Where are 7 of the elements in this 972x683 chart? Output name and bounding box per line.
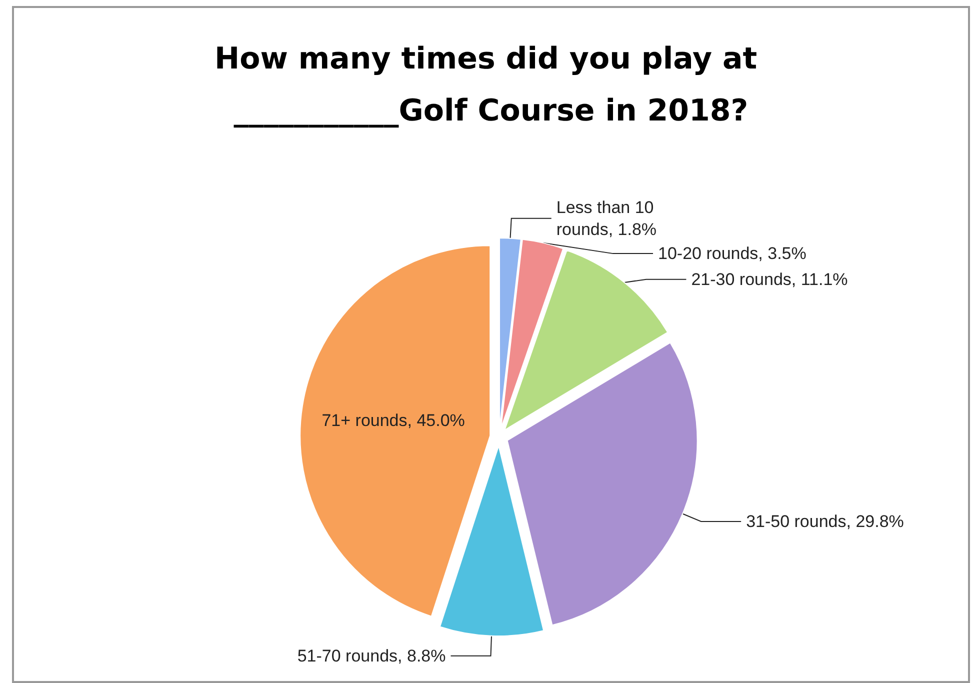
slice-label: 51-70 rounds, 8.8%	[297, 646, 446, 666]
slice-label: 21-30 rounds, 11.1%	[691, 270, 848, 289]
chart-title: How many times did you play at ___________Golf Course in 2018?	[214, 42, 768, 128]
slice-label: 10-20 rounds, 3.5%	[658, 244, 806, 264]
slice-label: Less than 10 rounds, 1.8%	[556, 198, 658, 239]
slice-label: 31-50 rounds, 29.8%	[746, 512, 904, 531]
slice-label: 71+ rounds, 45.0%	[322, 410, 465, 430]
